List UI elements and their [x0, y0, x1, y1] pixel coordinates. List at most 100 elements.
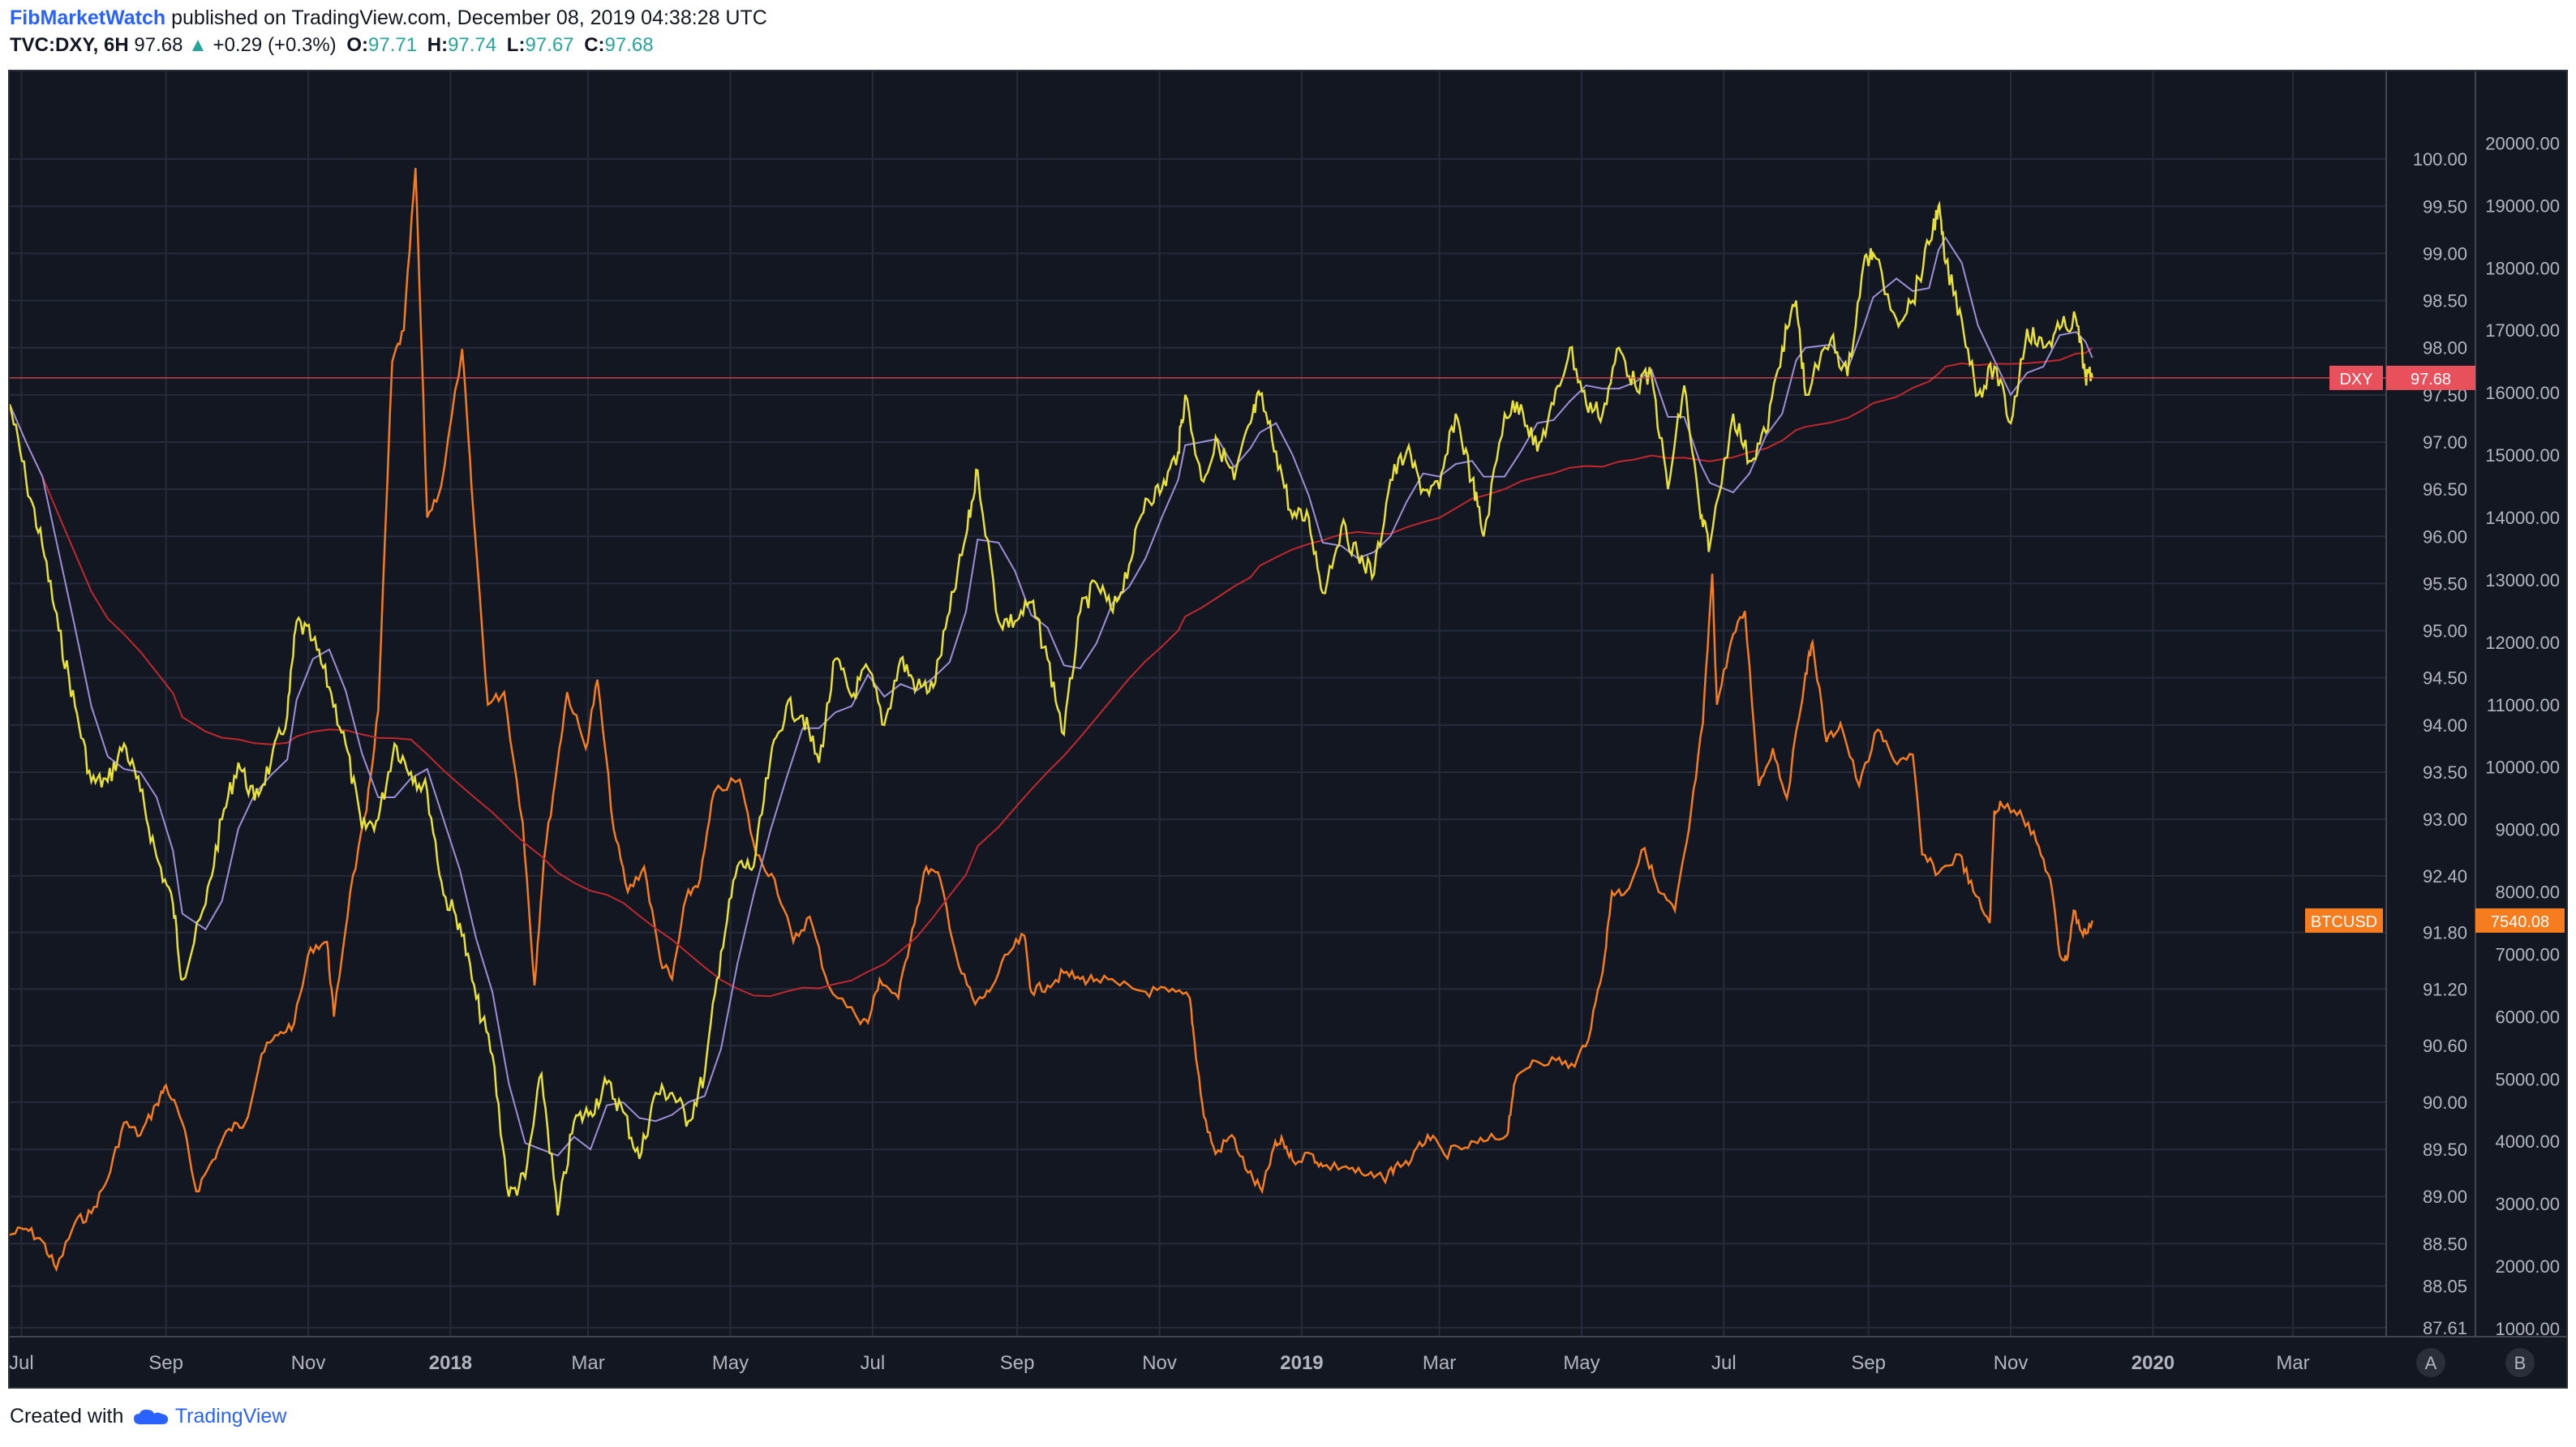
- right-axis-label: 15000.00: [2485, 445, 2560, 466]
- author-link[interactable]: FibMarketWatch: [10, 6, 166, 29]
- series-name-text: BTCUSD: [2311, 913, 2377, 931]
- right-axis-label: 20000.00: [2485, 133, 2560, 153]
- right-axis-label: 17000.00: [2485, 320, 2560, 341]
- cloud-logo-icon[interactable]: [132, 1408, 170, 1426]
- right-axis-label: 14000.00: [2485, 508, 2560, 528]
- left-axis-label: 99.00: [2423, 243, 2467, 264]
- series-name-text: DXY: [2339, 371, 2372, 389]
- price-value-badge: [2386, 365, 2475, 390]
- left-axis-label: 87.61: [2423, 1318, 2467, 1338]
- right-axis-label: 7000.00: [2495, 944, 2560, 964]
- right-axis-label: 12000.00: [2485, 633, 2560, 653]
- tradingview-brand[interactable]: TradingView: [174, 1405, 287, 1428]
- symbol-name[interactable]: TVC:DXY, 6H: [10, 34, 129, 56]
- left-axis-label: 99.50: [2423, 196, 2467, 217]
- low-value: 97.67: [525, 34, 574, 56]
- up-arrow-icon: ▲: [188, 34, 208, 56]
- right-axis-label: 10000.00: [2485, 758, 2560, 778]
- chart-container[interactable]: 100.00 99.50 99.00 98.50 98.00 97.50 97.00 96.5…: [8, 70, 2568, 1389]
- left-axis-label: 97.00: [2423, 432, 2467, 453]
- left-axis-label: 95.50: [2423, 573, 2467, 594]
- symbol-line: TVC:DXY, 6H 97.68 ▲ +0.29 (+0.3%) O:97.7…: [10, 34, 654, 57]
- price-axes: 100.0099.5099.0098.5098.0097.5097.0096.5…: [2385, 71, 2566, 1339]
- time-tick-label: Jul: [10, 1352, 34, 1374]
- right-axis-label: 13000.00: [2485, 570, 2560, 590]
- right-axis-label: 16000.00: [2485, 383, 2560, 403]
- time-tick-label: Sep: [1000, 1352, 1035, 1374]
- left-axis-label: 91.80: [2423, 923, 2467, 943]
- time-tick-label: Nov: [291, 1352, 326, 1374]
- price-change: +0.29 (+0.3%): [213, 34, 337, 56]
- right-axis-label: 8000.00: [2495, 882, 2560, 903]
- time-tick-label: Jul: [1711, 1352, 1737, 1374]
- left-axis-label: 88.05: [2423, 1277, 2467, 1297]
- time-tick-label: Nov: [1142, 1352, 1177, 1374]
- time-axis: Jul Sep Nov 2018 Mar May Jul Sep Nov 2019 Mar May Ju…: [9, 1336, 2566, 1387]
- left-axis-label: 89.50: [2423, 1140, 2467, 1160]
- left-axis-label: 89.00: [2423, 1187, 2467, 1207]
- chart-canvas[interactable]: 100.0099.5099.0098.5098.0097.5097.0096.5…: [8, 71, 2566, 1387]
- btc-line: [9, 168, 2093, 1273]
- left-axis-label: 94.50: [2423, 668, 2467, 689]
- price-value-text: 7540.08: [2491, 913, 2549, 931]
- left-axis-label: 100.00: [2413, 149, 2467, 170]
- right-axis-label: 2000.00: [2495, 1256, 2560, 1277]
- right-axis-label: 5000.00: [2495, 1069, 2560, 1089]
- time-tick-label: Sep: [148, 1352, 183, 1374]
- left-axis-label: 90.00: [2423, 1093, 2467, 1113]
- price-value-badge: [2475, 908, 2565, 933]
- left-axis-label: 98.00: [2423, 338, 2467, 359]
- open-label: O:: [346, 34, 368, 56]
- left-axis-label: 93.00: [2423, 809, 2467, 830]
- right-axis-label: 6000.00: [2495, 1007, 2560, 1027]
- low-label: L:: [506, 34, 526, 56]
- time-tick-label: May: [712, 1352, 749, 1374]
- right-axis-label: 18000.00: [2485, 258, 2560, 278]
- time-tick-label: Mar: [1423, 1352, 1456, 1374]
- right-axis-label: 11000.00: [2487, 695, 2560, 715]
- dxy-ma-short: [9, 236, 2093, 1157]
- time-tick-label: 2019: [1280, 1352, 1323, 1374]
- time-tick-label: 2020: [2132, 1352, 2175, 1374]
- series-name-badge: [2305, 908, 2383, 933]
- last-price: 97.68: [134, 34, 183, 56]
- btc-series: [9, 168, 2093, 1273]
- open-value: 97.71: [368, 34, 418, 56]
- time-tick-label: Mar: [2276, 1352, 2309, 1374]
- grid-lines: [10, 71, 2386, 1337]
- left-axis-label: 94.00: [2423, 715, 2467, 736]
- dxy-series: [8, 200, 2093, 1216]
- price-value-text: 97.68: [2411, 371, 2451, 389]
- close-value: 97.68: [604, 34, 654, 56]
- scale-button-a: [2416, 1348, 2445, 1377]
- publish-info: published on TradingView.com, December 0…: [171, 6, 767, 29]
- right-axis-label: 19000.00: [2485, 195, 2560, 216]
- time-tick-label: Sep: [1851, 1352, 1886, 1374]
- left-axis-label: 93.50: [2423, 762, 2467, 783]
- left-axis-label: 98.50: [2423, 291, 2467, 311]
- high-value: 97.74: [448, 34, 497, 56]
- time-tick-label: Jul: [861, 1352, 886, 1374]
- time-tick-label: Nov: [1994, 1352, 2029, 1374]
- right-axis-label: 1000.00: [2495, 1319, 2560, 1339]
- created-with-label: Created with: [10, 1405, 124, 1428]
- close-label: C:: [584, 34, 605, 56]
- left-axis-label: 91.20: [2423, 979, 2467, 999]
- dxy-line: [8, 200, 2093, 1216]
- left-axis-label: 96.00: [2423, 526, 2467, 547]
- series-name-badge: [2329, 365, 2383, 390]
- time-axis-bg: [10, 1337, 2566, 1387]
- right-axis-label: 3000.00: [2495, 1194, 2560, 1214]
- dxy-ma-long: [9, 347, 2093, 998]
- price-badges: DXY 97.68 BTCUSD 7540.08: [10, 365, 2565, 933]
- left-axis-label: 95.00: [2423, 621, 2467, 642]
- scale-button-b: [2505, 1348, 2535, 1377]
- left-axis-label: 90.60: [2423, 1036, 2467, 1056]
- left-axis-label: 92.40: [2423, 866, 2467, 887]
- footer: Created with TradingView: [10, 1405, 286, 1428]
- scale-button-label: B: [2514, 1353, 2527, 1373]
- right-axis-label: 4000.00: [2495, 1131, 2560, 1152]
- right-axis-label: 9000.00: [2495, 820, 2560, 840]
- scale-button-label: A: [2425, 1353, 2437, 1373]
- time-tick-label: 2018: [429, 1352, 472, 1374]
